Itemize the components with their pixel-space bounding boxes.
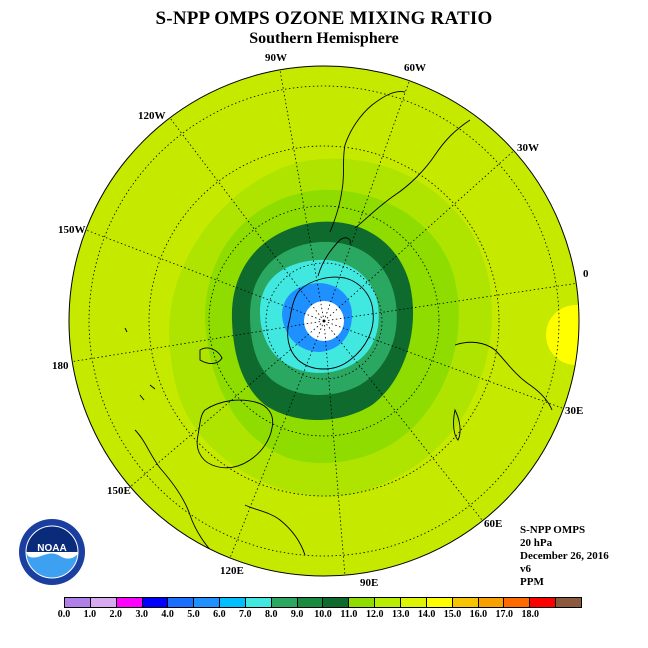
- colorbar-swatch: [349, 598, 376, 607]
- colorbar-tick-label: 16.0: [469, 609, 488, 620]
- colorbar: [64, 597, 582, 608]
- info-block: S-NPP OMPS 20 hPa December 26, 2016 v6 P…: [520, 524, 609, 589]
- colorbar-swatch: [297, 598, 324, 607]
- colorbar-tick-label: 8.0: [264, 609, 278, 620]
- coast-antarctic-peninsula: [317, 237, 351, 277]
- colorbar-swatch: [478, 598, 505, 607]
- colorbar-swatch: [168, 598, 195, 607]
- colorbar-tick-label: 10.0: [314, 609, 332, 620]
- colorbar-tick-label: 2.0: [109, 609, 123, 620]
- graticule: [69, 69, 579, 576]
- colorbar-tick-label: 15.0: [443, 609, 462, 620]
- colorbar-ticks: 0.0 1.0 2.0 3.0 4.0 5.0 6.0 7.0 8.0 9.0 10.0 11.0 12…: [0, 609, 648, 623]
- colorbar-swatch: [65, 598, 91, 607]
- coast-south-america-east: [354, 119, 471, 229]
- meridian-label-30e: 30E: [565, 405, 584, 417]
- meridian-label-60e: 60E: [484, 518, 503, 530]
- coast-australia: [196, 399, 274, 469]
- contour-high-patch: [546, 305, 579, 365]
- logo-text: NOAA: [37, 543, 66, 554]
- colorbar-swatch: [90, 598, 117, 607]
- colorbar-swatch: [194, 598, 221, 607]
- noaa-logo: NOAA: [19, 519, 85, 585]
- colorbar-tick-label: 4.0: [161, 609, 174, 620]
- meridian-label-150w: 150W: [58, 224, 86, 236]
- colorbar-tick-label: 9.0: [290, 609, 304, 620]
- colorbar-swatch: [452, 598, 479, 607]
- colorbar-swatch: [556, 598, 581, 607]
- colorbar-tick-label: 0.0: [57, 609, 71, 620]
- colorbar-swatch: [220, 598, 246, 607]
- colorbar-swatch: [245, 598, 272, 607]
- colorbar-tick-label: 3.0: [135, 609, 148, 620]
- info-date: December 26, 2016: [520, 550, 609, 562]
- meridian-label-30w: 30W: [517, 142, 539, 154]
- coast-indonesia: [244, 504, 306, 556]
- coast-islands: [124, 327, 156, 401]
- colorbar-tick-label: 12.0: [366, 609, 384, 620]
- colorbar-swatch: [323, 598, 350, 607]
- info-units: PPM: [520, 576, 544, 588]
- info-level: 20 hPa: [520, 537, 553, 549]
- meridian-label-60w: 60W: [404, 62, 426, 74]
- colorbar-tick-label: 13.0: [391, 609, 410, 620]
- meridian-label-180: 180: [52, 360, 69, 372]
- colorbar-swatch: [142, 598, 169, 607]
- colorbar-swatch: [375, 598, 401, 607]
- meridian-label-150e: 150E: [107, 485, 131, 497]
- colorbar-tick-label: 1.0: [83, 609, 97, 620]
- colorbar-tick-label: 7.0: [239, 609, 252, 620]
- map-border: [68, 65, 580, 577]
- colorbar-tick-label: 5.0: [187, 609, 200, 620]
- meridian-label-120e: 120E: [220, 565, 244, 577]
- colorbar-swatch: [400, 598, 427, 607]
- colorbar-tick-label: 17.0: [495, 609, 514, 620]
- colorbar-tick-label: 11.0: [340, 609, 358, 620]
- info-version: v6: [520, 563, 531, 575]
- coastlines: [124, 91, 553, 556]
- colorbar-tick-label: 6.0: [213, 609, 226, 620]
- meridian-label-90w: 90W: [265, 52, 287, 64]
- colorbar-swatch: [530, 598, 557, 607]
- coast-africa: [454, 341, 553, 411]
- map-subtitle: Southern Hemisphere: [249, 30, 399, 47]
- colorbar-tick-label: 14.0: [417, 609, 436, 620]
- coast-south-america: [329, 91, 406, 233]
- coast-asia: [134, 429, 216, 556]
- colorbar-swatch: [426, 598, 453, 607]
- colorbar-tick-label: 18.0: [521, 609, 539, 620]
- colorbar-swatch: [116, 598, 143, 607]
- map-title: S-NPP OMPS OZONE MIXING RATIO: [155, 8, 493, 29]
- colorbar-swatch: [504, 598, 531, 607]
- info-instrument: S-NPP OMPS: [520, 524, 586, 536]
- coast-madagascar: [453, 408, 461, 441]
- coast-new-zealand: [199, 347, 223, 364]
- colorbar-swatch: [271, 598, 298, 607]
- meridian-label-90e: 90E: [360, 577, 379, 589]
- meridian-label-0: 0: [583, 268, 589, 280]
- meridian-label-120w: 120W: [138, 110, 166, 122]
- coast-antarctica: [287, 276, 374, 370]
